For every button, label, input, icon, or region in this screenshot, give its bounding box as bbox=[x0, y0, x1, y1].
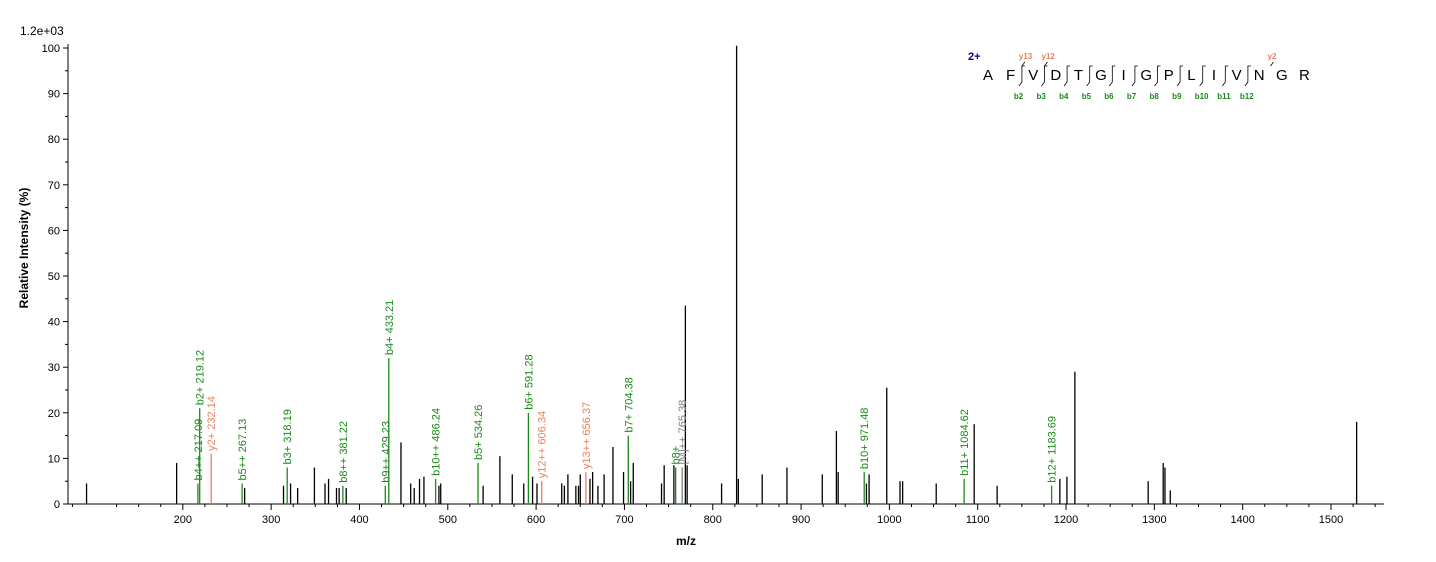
b-ion-bracket bbox=[1086, 65, 1093, 87]
y-ion-bracket bbox=[1270, 61, 1274, 67]
peak-label: b5+ 534.26 bbox=[473, 405, 485, 460]
x-tick-label: 800 bbox=[704, 514, 722, 526]
y-tick-label: 20 bbox=[48, 408, 60, 420]
b-ion-bracket bbox=[1221, 65, 1229, 87]
b-ion-bracket bbox=[1108, 65, 1116, 87]
x-tick-label: 200 bbox=[174, 514, 192, 526]
y-ion-label: y13 bbox=[1019, 52, 1033, 61]
peak-label: y12++ 606.34 bbox=[537, 411, 549, 478]
sequence-residue: N bbox=[1254, 67, 1265, 84]
b-ion-bracket bbox=[1063, 65, 1071, 87]
y-tick-label: 90 bbox=[48, 89, 60, 101]
peak-label: b6+ 591.28 bbox=[523, 354, 535, 409]
y-tick-label: 80 bbox=[48, 134, 60, 146]
y-tick-label: 70 bbox=[48, 180, 60, 192]
y-axis-title: Relative Intensity (%) bbox=[17, 188, 31, 309]
sequence-residue: G bbox=[1095, 67, 1107, 84]
sequence-residue: L bbox=[1187, 67, 1195, 84]
x-axis-title: m/z bbox=[676, 534, 696, 548]
b-ion-label: b11 bbox=[1217, 92, 1231, 101]
x-tick-label: 500 bbox=[439, 514, 457, 526]
x-tick-label: 1300 bbox=[1142, 514, 1166, 526]
y-tick-label: 60 bbox=[48, 225, 60, 237]
y-ion-bracket bbox=[1021, 61, 1026, 67]
y-tick-label: 50 bbox=[48, 271, 60, 283]
sequence-residue: D bbox=[1050, 67, 1061, 84]
charge-state-label: 2+ bbox=[968, 51, 981, 63]
sequence-residue: I bbox=[1122, 67, 1126, 84]
x-tick-label: 300 bbox=[262, 514, 280, 526]
peak-label: b12+ 1183.69 bbox=[1047, 416, 1059, 483]
sequence-residue: I bbox=[1212, 67, 1216, 84]
sequence-residue: V bbox=[1232, 67, 1242, 84]
b-ion-bracket bbox=[1244, 65, 1251, 87]
b-ion-label: b12 bbox=[1240, 92, 1254, 101]
sequence-residue: F bbox=[1006, 67, 1015, 84]
b-ion-label: b5 bbox=[1082, 92, 1092, 101]
y-tick-label: 100 bbox=[42, 43, 60, 55]
b-ion-bracket bbox=[1154, 65, 1161, 87]
peak-label: b7+ 704.38 bbox=[623, 377, 635, 432]
sequence-residue: G bbox=[1140, 67, 1152, 84]
b-ion-label: b8 bbox=[1150, 92, 1160, 101]
b-ion-bracket bbox=[1018, 65, 1025, 87]
x-tick-label: 1200 bbox=[1054, 514, 1078, 526]
y-ion-bracket bbox=[1044, 61, 1048, 67]
y-ion-label: y12 bbox=[1042, 52, 1056, 61]
b-ion-label: b10 bbox=[1195, 92, 1209, 101]
sequence-residue: R bbox=[1299, 67, 1310, 84]
x-tick-label: 1000 bbox=[877, 514, 901, 526]
b-ion-label: b2 bbox=[1014, 92, 1024, 101]
y-ion-label: y2 bbox=[1268, 52, 1277, 61]
sequence-residue: G bbox=[1276, 67, 1288, 84]
y-tick-label: 0 bbox=[54, 499, 60, 511]
x-tick-label: 1500 bbox=[1319, 514, 1343, 526]
peak-label: b5++ 267.13 bbox=[237, 419, 249, 481]
b-ion-label: b7 bbox=[1127, 92, 1137, 101]
peak-label: b3+ 318.19 bbox=[282, 409, 294, 464]
x-tick-label: 600 bbox=[527, 514, 545, 526]
sequence-residue: P bbox=[1164, 67, 1174, 84]
x-tick-label: 1400 bbox=[1230, 514, 1254, 526]
peak-label: b11+ 1084.62 bbox=[959, 409, 971, 476]
peak-label: b10+ 971.48 bbox=[859, 408, 871, 469]
b-ion-bracket bbox=[1041, 65, 1048, 87]
peak-label: [M]++ 765.38 bbox=[677, 400, 689, 465]
y-tick-label: 10 bbox=[48, 453, 60, 465]
x-axis-ticks: 200 300 400 500 600 700 800 900 1000 1100 1200 1300… bbox=[71, 504, 1376, 526]
b-ion-label: b4 bbox=[1059, 92, 1069, 101]
b-ion-label: b3 bbox=[1037, 92, 1047, 101]
plot-axes bbox=[67, 44, 1384, 505]
y-axis-ticks: 0 10 20 30 40 50 60 70 80 90 100 bbox=[42, 43, 68, 511]
peak-label: b4++ 217.09 bbox=[193, 419, 205, 481]
peak-label: b2+ 219.12 bbox=[195, 350, 207, 405]
peak-label: b8+ bbox=[671, 446, 683, 465]
peak-label: b8++ 381.22 bbox=[338, 421, 350, 483]
peak-label: y13++ 656.37 bbox=[581, 402, 593, 469]
y-tick-label: 40 bbox=[48, 317, 60, 329]
x-tick-label: 700 bbox=[615, 514, 633, 526]
peak-label: b10++ 486.24 bbox=[431, 408, 443, 476]
y-tick-label: 30 bbox=[48, 362, 60, 374]
b-ion-label: b6 bbox=[1104, 92, 1114, 101]
sequence-residue: V bbox=[1028, 67, 1038, 84]
intensity-scale-label: 1.2e+03 bbox=[20, 24, 64, 38]
b-ion-bracket bbox=[1199, 65, 1206, 87]
peptide-sequence-map: 2+A F V D T G I G P L I V N G Rb2 b3 b4 b5 b6 b7 b8 b9 b10 b11 b… bbox=[968, 51, 1310, 101]
x-tick-label: 400 bbox=[350, 514, 368, 526]
x-tick-label: 900 bbox=[792, 514, 810, 526]
peak-label: b4+ 433.21 bbox=[384, 300, 396, 355]
peak-series bbox=[85, 45, 1358, 504]
b-ion-bracket bbox=[1176, 65, 1184, 87]
sequence-residue: A bbox=[983, 67, 993, 84]
x-tick-label: 1100 bbox=[966, 514, 990, 526]
b-ion-bracket bbox=[1131, 65, 1138, 87]
peak-label: y2+ 232.14 bbox=[206, 396, 218, 451]
peak-label: b9++ 429.23 bbox=[380, 421, 392, 483]
b-ion-label: b9 bbox=[1172, 92, 1182, 101]
sequence-residue: T bbox=[1074, 67, 1083, 84]
